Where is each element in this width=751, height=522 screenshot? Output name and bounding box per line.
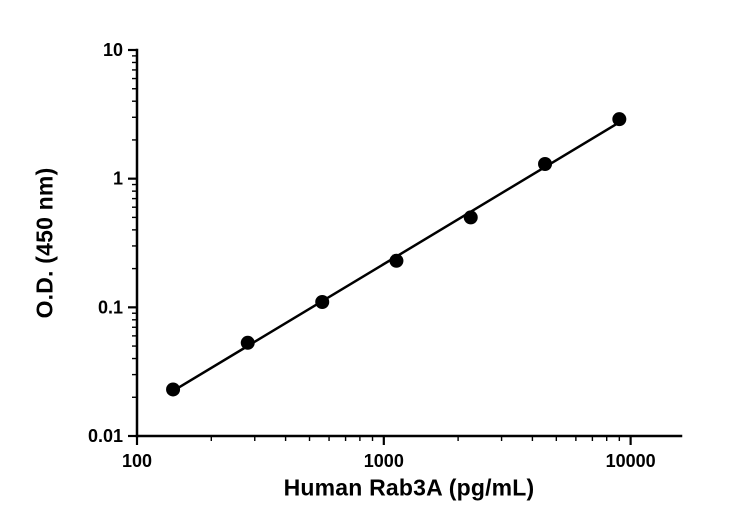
- y-tick-label: 0.01: [88, 426, 123, 446]
- y-axis-title: O.D. (450 nm): [31, 167, 58, 319]
- x-tick-label: 1000: [364, 451, 404, 471]
- data-point: [389, 253, 404, 268]
- data-point: [240, 335, 255, 350]
- data-point: [612, 112, 627, 127]
- data-point: [463, 210, 478, 225]
- x-axis-title: Human Rab3A (pg/mL): [283, 474, 535, 501]
- x-tick-label: 10000: [606, 451, 656, 471]
- y-tick-label: 10: [103, 40, 123, 60]
- y-tick-label: 1: [113, 169, 123, 189]
- x-tick-label: 100: [122, 451, 152, 471]
- y-tick-label: 0.1: [98, 297, 123, 317]
- data-point: [538, 157, 553, 172]
- data-point: [166, 382, 181, 397]
- data-point: [315, 295, 330, 310]
